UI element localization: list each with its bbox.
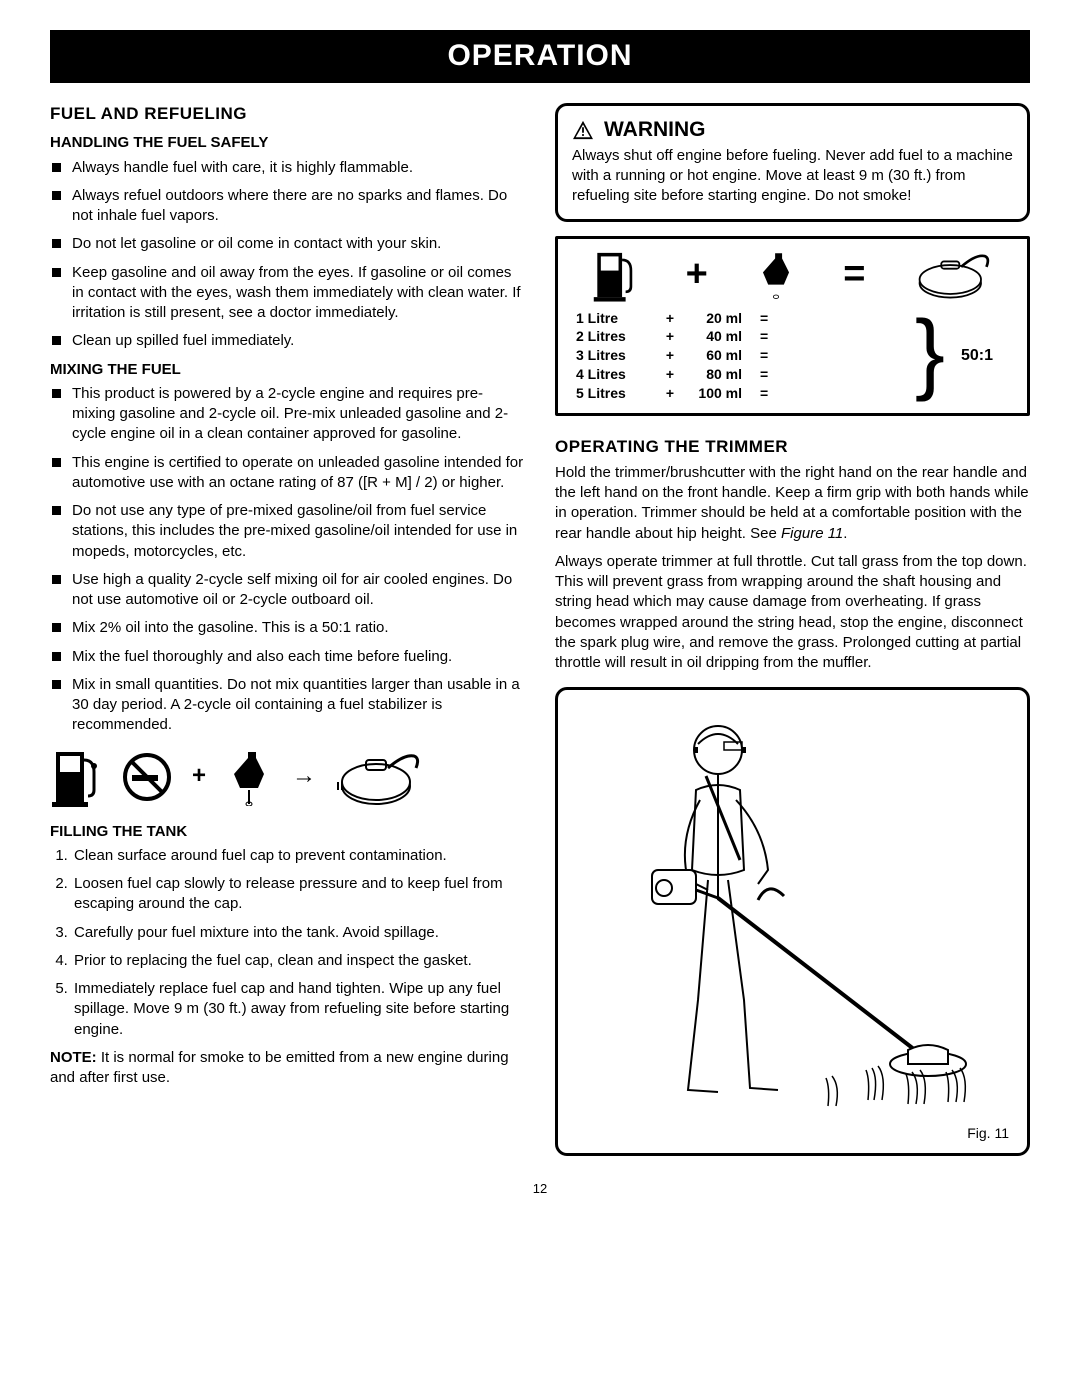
section-banner: OPERATION xyxy=(50,30,1030,83)
gas-pump-icon xyxy=(50,746,102,808)
warning-triangle-icon xyxy=(572,120,594,140)
list-item: Do not let gasoline or oil come in conta… xyxy=(50,234,525,254)
mixing-title: Mixing The Fuel xyxy=(50,360,525,380)
cell: = xyxy=(760,346,780,365)
cell: = xyxy=(760,309,780,328)
warning-title: WARNING xyxy=(604,116,706,144)
list-item: Always refuel outdoors where there are n… xyxy=(50,186,525,227)
list-item: Always handle fuel with care, it is high… xyxy=(50,158,525,178)
list-item: Immediately replace fuel cap and hand ti… xyxy=(72,979,525,1040)
mix-icons-row: + = xyxy=(558,239,1027,305)
list-item: This product is powered by a 2-cycle eng… xyxy=(50,384,525,445)
mix-table: 1 Litre + 20 ml = 2 Litres + 40 ml = 3 L… xyxy=(558,305,1027,413)
list-item: Mix in small quantities. Do not mix quan… xyxy=(50,675,525,736)
plus-icon: + xyxy=(686,249,708,300)
cell: + xyxy=(650,309,690,328)
list-item: Mix the fuel thoroughly and also each ti… xyxy=(50,647,525,667)
cell: = xyxy=(760,365,780,384)
figure-ref: Figure 11 xyxy=(781,525,843,542)
cell: 5 Litres xyxy=(576,384,650,403)
warning-text: Always shut off engine before fueling. N… xyxy=(572,146,1013,207)
no-smoking-icon xyxy=(122,752,172,802)
cell: 40 ml xyxy=(690,327,760,346)
cell: 60 ml xyxy=(690,346,760,365)
trimmer-operator-illustration xyxy=(568,700,988,1120)
list-item: Use high a quality 2-cycle self mixing o… xyxy=(50,570,525,611)
fuel-can-icon xyxy=(913,247,993,303)
warning-box: WARNING Always shut off engine before fu… xyxy=(555,103,1030,222)
oil-bottle-icon xyxy=(756,248,796,302)
fuel-heading: Fuel And Refueling xyxy=(50,103,525,126)
cell: 2 Litres xyxy=(576,327,650,346)
figure-caption: Fig. 11 xyxy=(568,1120,1017,1143)
cell: 3 Litres xyxy=(576,346,650,365)
cell: = xyxy=(760,327,780,346)
warning-title-row: WARNING xyxy=(572,116,1013,144)
handling-title: Handling The Fuel Safely xyxy=(50,133,525,153)
right-column: WARNING Always shut off engine before fu… xyxy=(555,103,1030,1157)
arrow-icon: → xyxy=(292,760,316,792)
list-item: Clean up spilled fuel immediately. xyxy=(50,331,525,351)
plus-icon: + xyxy=(192,760,206,792)
filling-list: Clean surface around fuel cap to prevent… xyxy=(50,846,525,1040)
ratio-label: 50:1 xyxy=(961,345,1009,367)
cell: 20 ml xyxy=(690,309,760,328)
list-item: Mix 2% oil into the gasoline. This is a … xyxy=(50,618,525,638)
cell: + xyxy=(650,327,690,346)
gas-pump-icon xyxy=(592,247,638,303)
cell: = xyxy=(760,384,780,403)
equals-icon: = xyxy=(843,249,865,300)
mix-illustration-strip: + → xyxy=(50,746,525,808)
filling-note: NOTE: It is normal for smoke to be emitt… xyxy=(50,1048,525,1089)
cell: + xyxy=(650,365,690,384)
list-item: This engine is certified to operate on u… xyxy=(50,453,525,494)
list-item: Prior to replacing the fuel cap, clean a… xyxy=(72,951,525,971)
table-row: 2 Litres + 40 ml = xyxy=(576,327,899,346)
list-item: Keep gasoline and oil away from the eyes… xyxy=(50,263,525,324)
operating-p1: Hold the trimmer/brushcutter with the ri… xyxy=(555,463,1030,544)
operating-p2: Always operate trimmer at full throttle.… xyxy=(555,552,1030,674)
cell: 100 ml xyxy=(690,384,760,403)
note-text: It is normal for smoke to be emitted fro… xyxy=(50,1049,509,1086)
table-row: 3 Litres + 60 ml = xyxy=(576,346,899,365)
list-item: Do not use any type of pre-mixed gasolin… xyxy=(50,501,525,562)
mixing-list: This product is powered by a 2-cycle eng… xyxy=(50,384,525,736)
note-label: NOTE: xyxy=(50,1049,97,1066)
text: . xyxy=(843,525,847,542)
left-column: Fuel And Refueling Handling The Fuel Saf… xyxy=(50,103,525,1157)
page-number: 12 xyxy=(50,1180,1030,1198)
cell: 80 ml xyxy=(690,365,760,384)
handling-list: Always handle fuel with care, it is high… xyxy=(50,158,525,352)
cell: 4 Litres xyxy=(576,365,650,384)
brace-icon: } xyxy=(915,323,945,389)
operating-heading: Operating The Trimmer xyxy=(555,436,1030,459)
table-row: 5 Litres + 100 ml = xyxy=(576,384,899,403)
figure-11-box: Fig. 11 xyxy=(555,687,1030,1156)
oil-bottle-icon xyxy=(226,748,272,806)
two-column-layout: Fuel And Refueling Handling The Fuel Saf… xyxy=(50,103,1030,1157)
cell: + xyxy=(650,346,690,365)
list-item: Loosen fuel cap slowly to release pressu… xyxy=(72,874,525,915)
mix-table-box: + = 1 Litre + 20 ml xyxy=(555,236,1030,416)
list-item: Clean surface around fuel cap to prevent… xyxy=(72,846,525,866)
cell: 1 Litre xyxy=(576,309,650,328)
list-item: Carefully pour fuel mixture into the tan… xyxy=(72,923,525,943)
filling-title: Filling The Tank xyxy=(50,822,525,842)
table-row: 4 Litres + 80 ml = xyxy=(576,365,899,384)
table-row: 1 Litre + 20 ml = xyxy=(576,309,899,328)
fuel-can-icon xyxy=(336,746,422,808)
cell: + xyxy=(650,384,690,403)
